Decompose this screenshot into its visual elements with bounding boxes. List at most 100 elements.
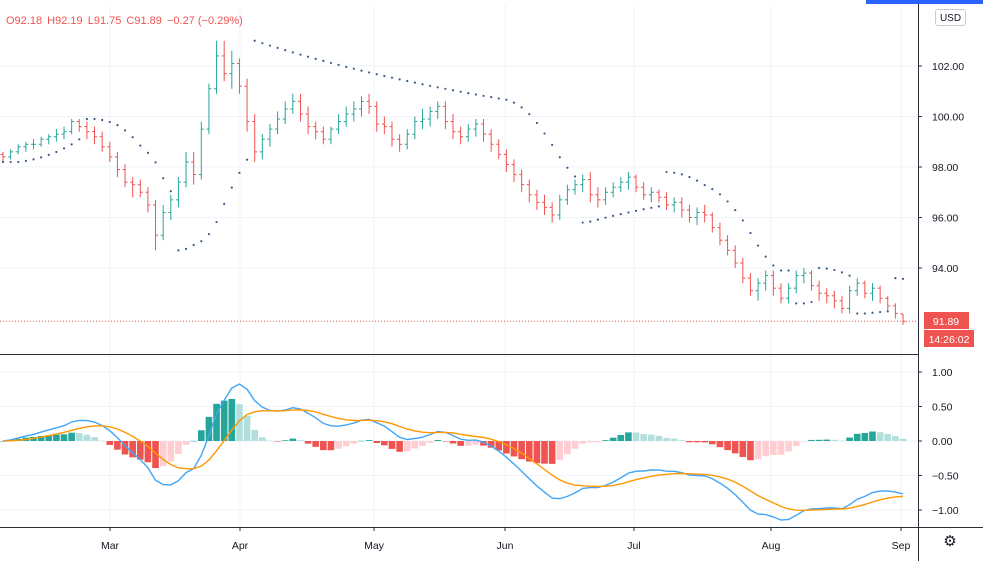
sar-point (596, 218, 600, 221)
macd-histogram-bar (747, 441, 754, 461)
ohlc-bar (793, 270, 799, 294)
macd-tick-label: −1.00 (932, 505, 959, 517)
ohlc-bar (656, 189, 662, 203)
sar-point (520, 106, 523, 109)
ohlc-bar (664, 192, 670, 210)
macd-histogram-bar (724, 441, 731, 451)
sar-point (200, 240, 203, 243)
macd-histogram-bar (213, 403, 220, 441)
ohlc-open: O92.18 (6, 15, 42, 27)
sar-point (650, 206, 653, 209)
ohlc-bar (198, 121, 204, 180)
sar-point (62, 147, 66, 150)
signal-line (2, 409, 904, 512)
macd-layer (0, 383, 907, 521)
ohlc-bar (336, 113, 342, 135)
macd-histogram-bar (45, 435, 53, 441)
sar-point (619, 213, 622, 216)
ohlc-bar (808, 270, 814, 291)
macd-histogram-bar (205, 416, 213, 441)
sar-point (482, 94, 485, 97)
ohlc-bar (84, 121, 90, 140)
time-tick-label: Jul (627, 540, 640, 552)
ohlc-bar (694, 207, 700, 226)
macd-histogram-bar (167, 441, 175, 462)
macd-histogram-bar (777, 441, 785, 455)
ohlc-bar (23, 141, 29, 152)
macd-histogram-bar (350, 441, 358, 444)
sar-point (413, 81, 416, 84)
ohlc-bar (595, 187, 601, 208)
sar-point (695, 179, 699, 182)
sar-point (787, 269, 790, 272)
macd-histogram-bar (426, 441, 434, 443)
sar-point (833, 268, 836, 272)
ohlc-bar (564, 184, 570, 205)
sar-point (162, 177, 165, 180)
macd-histogram-bar (808, 439, 815, 441)
last-price-badge (924, 312, 969, 329)
macd-histogram-bar (831, 439, 838, 441)
ohlc-bar (0, 151, 6, 162)
ohlc-bar (130, 177, 136, 198)
ohlc-bar (679, 197, 685, 218)
macd-histogram-bar (442, 441, 449, 442)
ohlc-bar (587, 172, 593, 203)
ohlc-bar (625, 172, 631, 190)
macd-histogram-bar (716, 441, 724, 448)
sar-point (703, 183, 706, 187)
macd-histogram-bar (175, 441, 182, 454)
ohlc-bar (603, 187, 609, 205)
macd-histogram-bar (159, 441, 167, 467)
macd-histogram-bar (876, 432, 884, 441)
macd-histogram-bar (152, 441, 159, 469)
ohlc-bar (671, 197, 677, 213)
sar-point (383, 74, 386, 78)
sar-point (368, 71, 371, 74)
sar-point (566, 166, 569, 169)
sar-point (238, 171, 241, 175)
last-price-value: 91.89 (933, 316, 959, 328)
time-tick-label: Aug (762, 540, 781, 552)
price-layer (0, 40, 918, 325)
macd-histogram-bar (358, 440, 365, 442)
macd-histogram-bar (594, 441, 602, 443)
ohlc-bar (343, 106, 349, 127)
ohlc-bar (38, 136, 44, 147)
macd-histogram-bar (136, 441, 144, 460)
price-tick-label: 96.00 (932, 213, 958, 225)
sar-point (116, 124, 119, 127)
time-tick-label: Jun (497, 540, 514, 552)
macd-histogram-bar (68, 432, 75, 441)
ohlc-bar (610, 182, 616, 198)
ohlc-bar (717, 222, 723, 246)
ohlc-bar (290, 93, 296, 114)
macd-histogram-bar (884, 433, 892, 441)
macd-histogram-bar (75, 433, 83, 441)
macd-histogram-bar (449, 441, 457, 444)
ohlc-bar (511, 159, 517, 183)
ohlc-bar (686, 204, 692, 223)
sar-point (818, 266, 821, 270)
ohlc-bar (31, 139, 37, 150)
ohlc-bar (885, 295, 891, 311)
macd-histogram-bar (220, 400, 228, 441)
sar-point (322, 59, 325, 62)
gear-icon[interactable]: ⚙ (943, 533, 957, 550)
sar-point (93, 117, 96, 121)
currency-button[interactable]: USD (935, 9, 966, 26)
macd-histogram-bar (792, 441, 800, 447)
macd-histogram-bar (655, 435, 663, 441)
macd-histogram-bar (754, 441, 762, 460)
ohlc-bar (153, 199, 159, 251)
macd-histogram-bar (434, 440, 442, 441)
macd-histogram-bar (411, 441, 419, 449)
macd-histogram-bar (274, 441, 281, 442)
sar-point (871, 311, 874, 314)
macd-histogram-bar (464, 441, 472, 446)
ohlc-bar (641, 182, 647, 200)
ohlc-bar (854, 278, 860, 296)
